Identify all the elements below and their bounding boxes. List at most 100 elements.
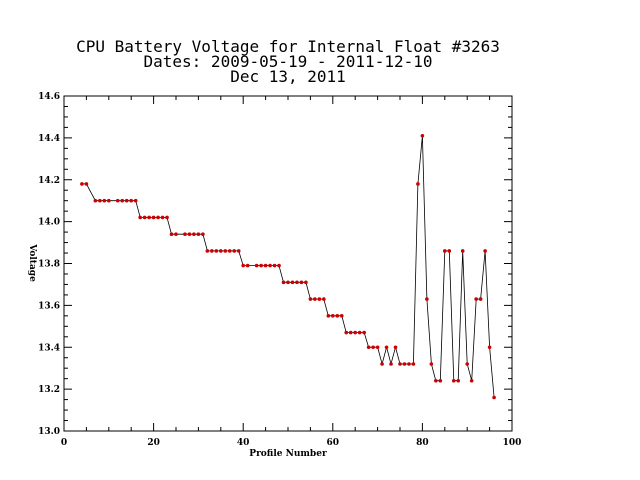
x-axis-tick-labels: 0 20 40 60 80 100 <box>61 438 522 448</box>
data-point <box>443 249 447 253</box>
data-point <box>416 182 420 186</box>
chart-title-line-3: Dec 13, 2011 <box>230 67 346 86</box>
y-axis-label: Voltage <box>27 243 37 282</box>
data-point <box>483 249 487 253</box>
data-point <box>84 182 89 186</box>
data-point <box>241 263 245 268</box>
data-point <box>210 249 214 253</box>
data-point <box>492 395 496 400</box>
data-point <box>460 249 465 253</box>
data-point <box>214 249 219 253</box>
data-point <box>227 249 232 253</box>
x-tick-label: 40 <box>237 438 250 448</box>
data-point <box>313 297 317 301</box>
y-tick-label: 14.0 <box>38 218 60 228</box>
data-point <box>339 314 344 318</box>
data-point <box>124 198 129 203</box>
data-point <box>80 182 84 186</box>
data-point <box>348 330 353 335</box>
data-point <box>142 215 147 220</box>
data-point <box>129 198 133 203</box>
data-point <box>236 249 241 253</box>
y-tick-label: 13.4 <box>38 343 60 353</box>
data-point <box>331 314 335 318</box>
data-point <box>263 263 268 268</box>
data-point <box>304 280 308 285</box>
data-point <box>187 232 192 236</box>
x-tick-label: 100 <box>503 438 522 448</box>
data-point <box>245 263 250 268</box>
data-point <box>425 297 429 301</box>
data-point <box>290 280 295 285</box>
data-point <box>147 215 151 220</box>
data-point <box>254 263 259 268</box>
data-point <box>451 378 456 383</box>
data-point <box>420 133 425 138</box>
x-tick-label: 20 <box>147 438 160 448</box>
data-point <box>362 330 366 335</box>
data-point <box>93 198 98 203</box>
data-point <box>169 232 174 236</box>
plot-frame <box>63 95 513 432</box>
data-point <box>429 362 434 366</box>
y-tick-label: 13.6 <box>38 301 60 311</box>
data-point <box>411 362 416 366</box>
data-point <box>156 215 160 220</box>
data-point <box>438 378 443 383</box>
data-point <box>398 362 402 366</box>
x-tick-label: 60 <box>327 438 340 448</box>
data-point <box>299 280 304 285</box>
data-point <box>469 378 474 383</box>
data-point <box>196 232 201 236</box>
x-tick-label: 80 <box>416 438 429 448</box>
data-point <box>326 314 331 318</box>
data-point <box>465 362 470 366</box>
y-tick-label: 13.2 <box>38 385 60 395</box>
data-point <box>107 198 111 203</box>
data-point <box>393 345 398 350</box>
data-point <box>366 345 371 350</box>
data-point <box>344 330 349 335</box>
y-tick-label: 13.8 <box>38 260 60 270</box>
data-point <box>456 378 461 383</box>
data-point <box>384 345 389 350</box>
data-point <box>223 249 228 253</box>
data-point <box>371 345 375 350</box>
y-axis-tick-labels: 13.0 13.2 13.4 13.6 13.8 14.0 14.2 14.4 14.6 <box>38 92 60 437</box>
data-point <box>268 263 272 268</box>
data-point <box>201 232 205 236</box>
data-point <box>375 345 380 350</box>
data-point <box>165 215 169 220</box>
data-point <box>102 198 107 203</box>
data-point <box>357 330 362 335</box>
data-point <box>389 362 393 366</box>
data-point <box>322 297 326 301</box>
data-point <box>402 362 407 366</box>
x-tick-label: 0 <box>61 438 67 448</box>
data-point <box>151 215 156 220</box>
data-point <box>335 314 340 318</box>
data-point <box>205 249 210 253</box>
data-point <box>232 249 237 253</box>
data-point <box>160 215 165 220</box>
x-axis-label: Profile Number <box>249 449 327 459</box>
data-point <box>447 249 452 253</box>
data-point <box>183 232 187 236</box>
data-point <box>192 232 196 236</box>
data-point <box>308 297 313 301</box>
y-axis-ticks <box>64 95 512 432</box>
data-point <box>98 198 102 203</box>
data-point <box>259 263 263 268</box>
y-tick-label: 14.4 <box>38 134 60 144</box>
data-point <box>487 345 492 350</box>
data-point <box>317 297 322 301</box>
y-tick-label: 14.6 <box>38 92 60 102</box>
data-point <box>138 215 142 220</box>
y-tick-label: 13.0 <box>38 427 60 437</box>
data-point <box>407 362 411 366</box>
data-point <box>380 362 384 366</box>
data-point <box>219 249 223 253</box>
data-point <box>174 232 178 236</box>
data-point <box>474 297 478 301</box>
data-point <box>120 198 125 203</box>
